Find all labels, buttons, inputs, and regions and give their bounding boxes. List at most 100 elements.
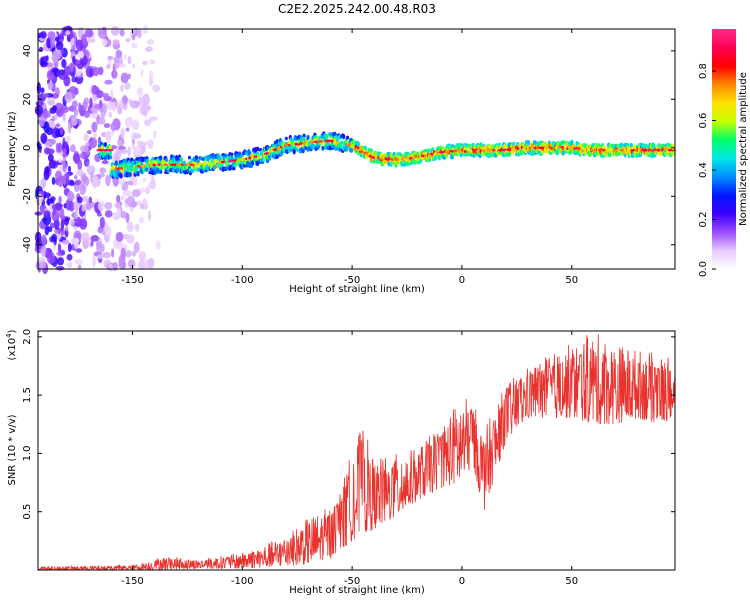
spectrogram-cell <box>47 31 56 40</box>
spectrogram-cell <box>310 140 314 145</box>
spectrogram-cell <box>90 234 100 242</box>
spectrogram-cell <box>102 103 108 114</box>
spectrogram-cell <box>133 241 140 254</box>
spectrogram-cell <box>89 97 93 109</box>
snr-y-scale-suffix: ) <box>7 329 18 333</box>
svg-text:(x104): (x104) <box>5 329 18 360</box>
spectrogram-cell <box>340 140 344 145</box>
spectrogram-cell <box>41 177 47 189</box>
spectrogram-cell <box>58 195 62 204</box>
spectrogram-cell <box>104 210 113 218</box>
spectrogram-cell <box>591 142 595 147</box>
spectrogram-cell <box>301 149 305 154</box>
spectrogram-cell <box>34 104 44 116</box>
spectrogram-cell <box>652 143 656 150</box>
spectrogram-cell <box>51 203 60 211</box>
spectrogram-cell <box>62 173 67 186</box>
colorbar-tick-label: 0.0 <box>698 261 709 277</box>
spectrogram-cell <box>108 150 112 156</box>
spectrogram-cell <box>70 144 76 153</box>
y-tick-label: -40 <box>22 237 33 253</box>
spectrogram-cell <box>81 33 87 46</box>
spectrogram-cell <box>92 92 97 102</box>
spectrogram-cell <box>88 201 96 208</box>
spectrogram-cell <box>141 93 150 106</box>
spectrogram-cell <box>638 154 642 158</box>
x-tick-label: 0 <box>459 576 465 587</box>
figure-title: C2E2.2025.242.00.48.R03 <box>278 2 436 16</box>
snr-x-ticks: -150 -100 -50 0 50 <box>121 331 578 587</box>
spectrogram-cell <box>71 100 78 108</box>
colorbar-tick-label: 0.4 <box>698 162 709 178</box>
spectrogram-cell <box>155 240 161 250</box>
spectrogram-cell <box>118 256 125 269</box>
spectrogram-cell <box>67 122 72 134</box>
spectrogram-cell <box>86 165 96 175</box>
y-tick-label: 0.5 <box>22 504 33 520</box>
spectrogram-cell <box>56 257 65 266</box>
spectrogram-cell <box>59 126 64 136</box>
spectrogram-cell <box>80 219 86 227</box>
spectrogram-cell <box>78 102 82 113</box>
spectrogram-cell <box>43 210 51 218</box>
spectrogram-cell <box>504 144 508 149</box>
spectrogram-cell <box>57 242 62 254</box>
spectrogram-cell <box>142 60 148 66</box>
spectrogram-cell <box>293 146 297 150</box>
spectrogram-cell <box>48 159 57 169</box>
spectrogram-cell <box>34 211 43 216</box>
spectrogram-cell <box>104 226 112 237</box>
spectrogram-x-ticks: -150 -100 -50 0 50 <box>121 29 578 286</box>
spectrogram-cell <box>230 155 234 161</box>
spectrogram-cell <box>92 255 97 268</box>
spectrogram-cell <box>424 148 428 153</box>
spectrogram-cell <box>136 87 143 97</box>
spectrogram-cell <box>39 31 47 39</box>
snr-y-scale-exponent: 4 <box>5 333 13 338</box>
spectrogram-cell <box>256 146 260 152</box>
spectrogram-cell <box>104 201 113 210</box>
spectrogram-cell <box>671 144 675 150</box>
spectrogram-cell <box>131 250 136 257</box>
spectrogram-cell <box>127 73 131 79</box>
spectrogram-cell <box>342 134 346 139</box>
spectrogram-cell <box>113 56 121 64</box>
spectrogram-cell <box>43 121 50 134</box>
spectrogram-cell <box>57 142 63 153</box>
spectrogram-cell <box>57 227 62 234</box>
spectrogram-cell <box>73 108 79 117</box>
spectrogram-cell <box>150 176 155 185</box>
spectrogram-cell <box>110 122 117 131</box>
spectrogram-cell <box>147 257 155 269</box>
spectrogram-cell <box>306 134 310 140</box>
spectrogram-cell <box>70 219 75 227</box>
spectrogram-cell <box>526 140 531 146</box>
spectrogram-cell <box>76 59 80 65</box>
spectrogram-cell <box>97 254 105 259</box>
snr-y-scale-prefix: (x10 <box>7 338 18 361</box>
spectrogram-cell <box>132 174 138 187</box>
spectrogram-cell <box>139 203 145 210</box>
spectrogram-cell <box>51 210 60 222</box>
spectrogram-cell <box>187 155 192 160</box>
snr-y-scale-note: (x104) <box>5 329 18 360</box>
spectrogram-cell <box>108 263 114 272</box>
y-tick-label: 0 <box>22 145 33 151</box>
spectrogram-cell <box>295 148 299 152</box>
spectrogram-cell <box>203 160 207 165</box>
spectrogram-cell <box>47 153 54 162</box>
spectrogram-cell <box>79 52 84 59</box>
spectrogram-cell <box>190 168 195 174</box>
spectrogram-cell <box>103 123 111 129</box>
spectrogram-y-axis-label: Frequency (Hz) <box>7 111 18 187</box>
spectrogram-cell <box>152 84 161 93</box>
spectrogram-cell <box>138 251 146 262</box>
spectrogram-cell <box>132 28 137 34</box>
spectrogram-cell <box>86 130 92 135</box>
spectrogram-cell <box>107 55 114 61</box>
spectrogram-cell <box>74 175 78 180</box>
spectrogram-cell <box>110 26 120 36</box>
x-tick-label: 0 <box>459 275 465 286</box>
spectrogram-cell <box>122 94 128 105</box>
spectrogram-cell <box>55 123 61 128</box>
